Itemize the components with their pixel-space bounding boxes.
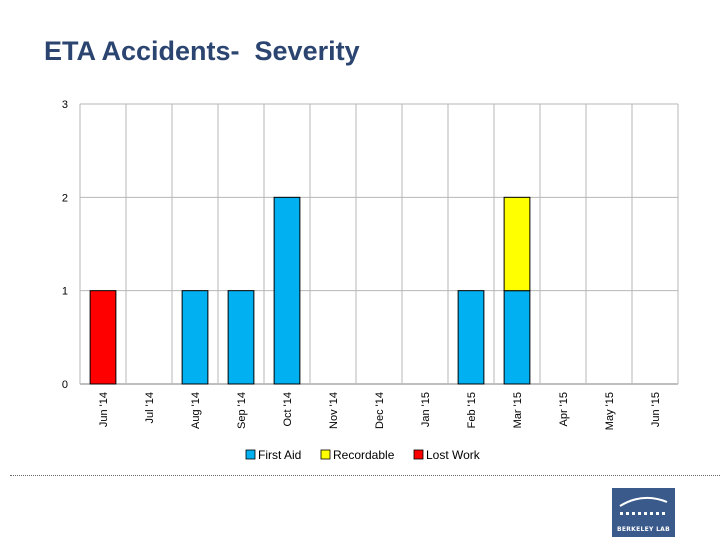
legend-label: Lost Work	[426, 448, 481, 462]
lab-building-icon	[619, 496, 668, 515]
x-tick-label: Oct '14	[282, 392, 294, 427]
chart-bars	[89, 196, 531, 385]
footer-divider	[10, 475, 720, 476]
y-tick-label: 3	[62, 99, 68, 111]
legend-swatch-recordable	[320, 449, 331, 460]
bar-first-aid	[227, 290, 255, 385]
legend-swatch-first-aid	[245, 449, 256, 460]
y-tick-label: 0	[62, 379, 68, 391]
x-tick-label: Jul '14	[144, 392, 156, 423]
bar-first-aid	[503, 290, 531, 385]
y-tick-label: 2	[62, 192, 68, 204]
x-tick-label: Sep '14	[236, 392, 248, 429]
y-tick-label: 1	[62, 286, 68, 298]
legend-swatch-lost-work	[413, 449, 424, 460]
chart-legend: First Aid Recordable Lost Work	[245, 448, 481, 462]
slide-title: ETA Accidents- Severity	[44, 36, 360, 66]
x-tick-label: Apr '15	[558, 392, 570, 427]
bar-first-aid	[273, 196, 301, 385]
logo-text: BERKELEY LAB	[616, 526, 671, 533]
legend-label: Recordable	[333, 448, 395, 462]
x-tick-label: Aug '14	[190, 392, 202, 429]
bar-recordable	[503, 196, 531, 292]
x-tick-label: May '15	[604, 392, 616, 430]
x-tick-label: Jun '15	[650, 392, 662, 427]
bar-lost-work	[89, 290, 117, 385]
chart-grid	[79, 103, 679, 385]
legend-label: First Aid	[258, 448, 301, 462]
x-tick-label: Mar '15	[512, 392, 524, 428]
bar-first-aid	[181, 290, 209, 385]
x-tick-label: Jun '14	[98, 392, 110, 427]
x-tick-label: Nov '14	[328, 392, 340, 429]
x-tick-label: Feb '15	[466, 392, 478, 428]
x-tick-label: Dec '14	[374, 392, 386, 429]
chart-axes: 0 1 2 3 Jun '14 Jul '14 Aug '14 Sep '14 Oct '14 N…	[62, 99, 662, 430]
bar-first-aid	[457, 290, 485, 385]
berkeley-lab-logo: BERKELEY LAB	[612, 488, 675, 537]
x-tick-label: Jan '15	[420, 392, 432, 427]
